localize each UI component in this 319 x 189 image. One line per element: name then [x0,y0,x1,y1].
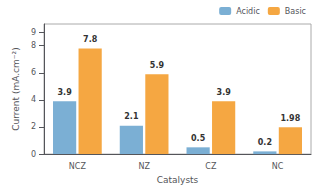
svg-text:4: 4 [31,95,36,104]
svg-text:0: 0 [31,150,36,159]
svg-text:5.9: 5.9 [150,61,165,70]
svg-text:3.9: 3.9 [217,88,232,97]
svg-text:9: 9 [31,28,36,37]
svg-text:NCZ: NCZ [69,162,87,171]
svg-text:NC: NC [272,162,284,171]
svg-text:8: 8 [31,41,36,50]
svg-text:NZ: NZ [138,162,150,171]
svg-text:Catalysts: Catalysts [157,175,199,185]
svg-text:0.2: 0.2 [258,138,272,147]
svg-text:Current (mA.cm⁻²): Current (mA.cm⁻²) [11,47,21,130]
svg-text:2.1: 2.1 [124,112,139,121]
svg-text:7.8: 7.8 [83,35,98,44]
svg-text:3.9: 3.9 [58,88,73,97]
svg-text:1.98: 1.98 [281,114,301,123]
svg-text:CZ: CZ [205,162,217,171]
svg-text:6: 6 [31,68,36,77]
svg-text:Acidic: Acidic [236,7,260,16]
svg-text:2: 2 [31,122,36,131]
svg-text:Basic: Basic [285,7,306,16]
svg-text:0.5: 0.5 [191,134,206,143]
